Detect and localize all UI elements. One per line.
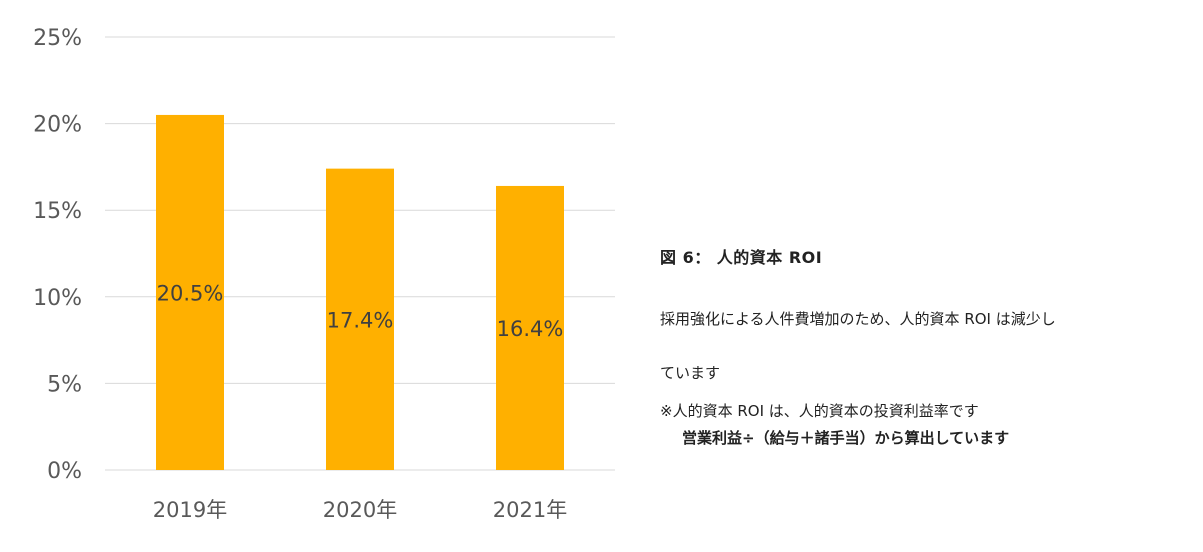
bar: [326, 168, 394, 470]
y-tick-label: 0%: [47, 459, 82, 484]
y-tick-label: 5%: [47, 372, 82, 397]
figure-description: 採用強化による人件費増加のため、人的資本 ROI は減少し ています: [660, 310, 1056, 382]
bar: [156, 114, 224, 470]
y-tick-label: 25%: [33, 26, 82, 51]
figure-note-formula: 営業利益÷（給与＋諸手当）から算出しています: [682, 429, 1010, 447]
y-tick-label: 20%: [33, 113, 82, 138]
figure-caption: 図 6： 人的資本 ROI 採用強化による人件費増加のため、人的資本 ROI は…: [660, 244, 1200, 448]
data-label: 17.4%: [327, 308, 394, 332]
data-label: 16.4%: [497, 317, 564, 341]
figure-title: 図 6： 人的資本 ROI: [660, 248, 823, 267]
y-tick-label: 10%: [33, 286, 82, 311]
data-label: 20.5%: [157, 281, 224, 305]
bar-chart: 0% 5% 10% 15% 20% 25% 20.5% 2019年 17.4% 2020年 16.4…: [33, 26, 615, 522]
figure-note: ※人的資本 ROI は、人的資本の投資利益率です: [660, 402, 979, 420]
x-tick-label: 2020年: [323, 498, 397, 522]
x-tick-label: 2021年: [493, 498, 567, 522]
chart-svg: 0% 5% 10% 15% 20% 25% 20.5% 2019年 17.4% 2020年 16.4…: [33, 26, 615, 522]
x-tick-label: 2019年: [153, 498, 227, 522]
bar: [496, 185, 564, 470]
y-tick-label: 15%: [33, 199, 82, 224]
